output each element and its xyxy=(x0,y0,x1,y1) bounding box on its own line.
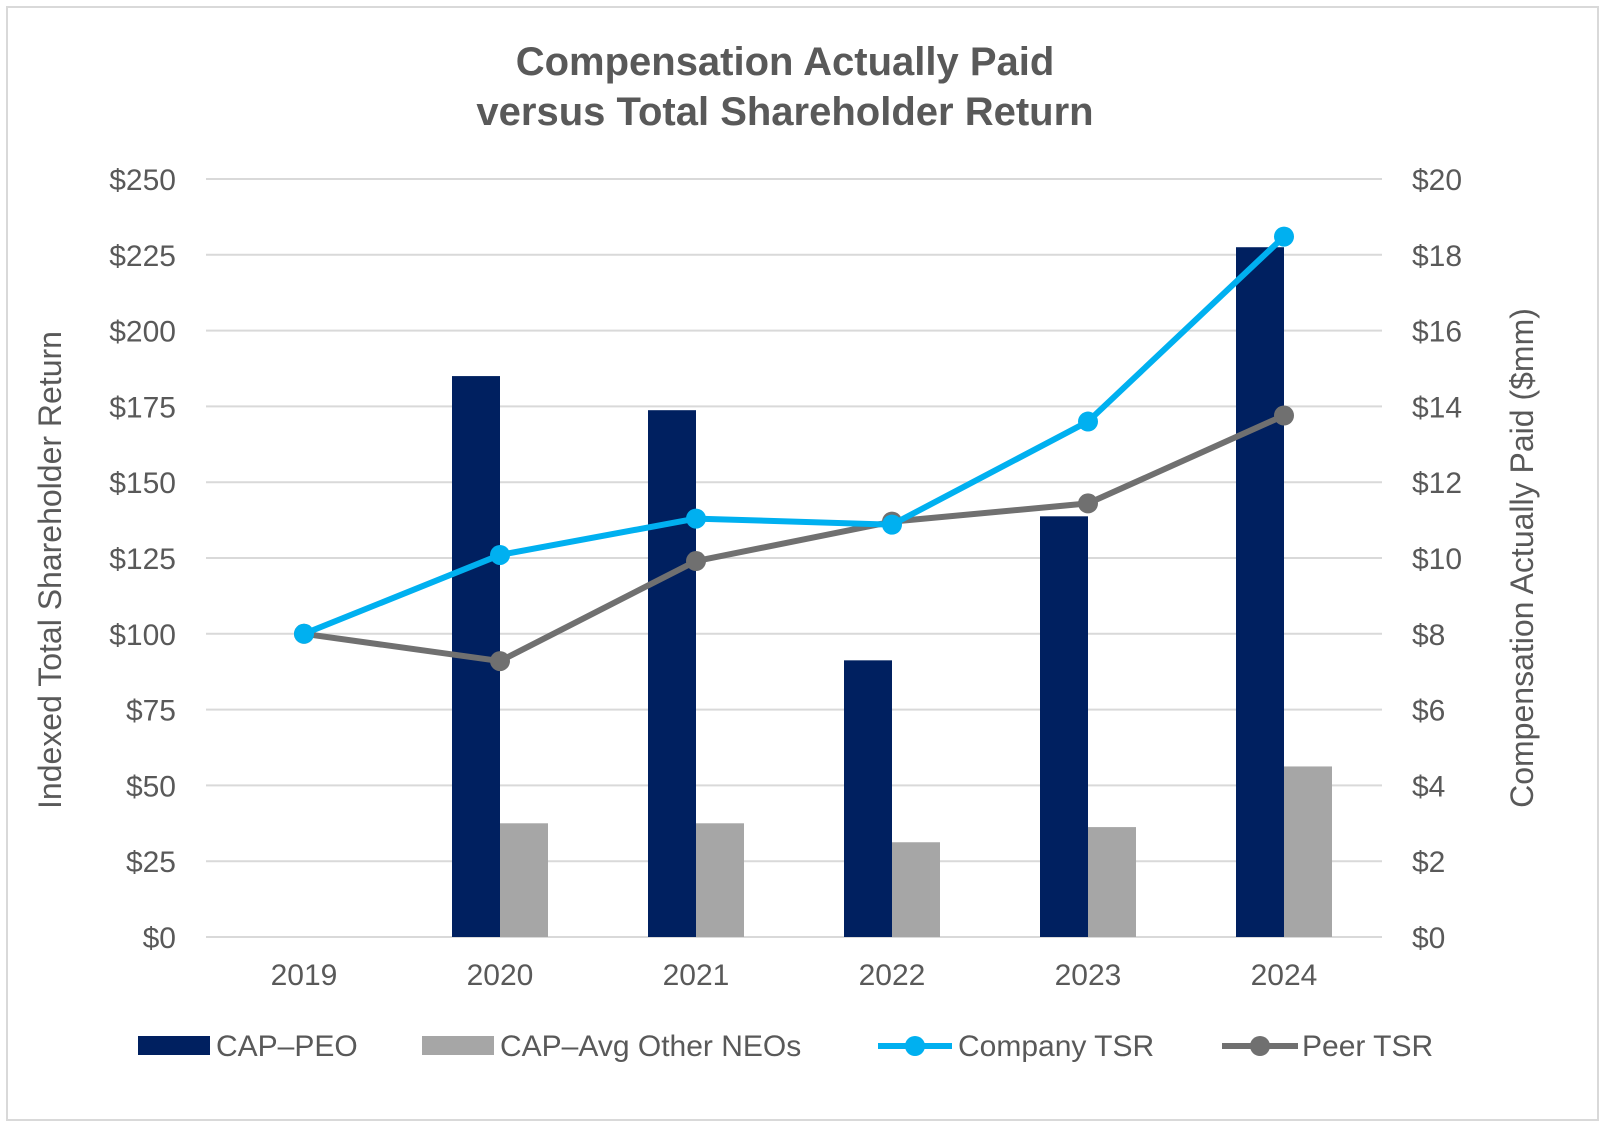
line-company-tsr xyxy=(302,234,1287,637)
bars xyxy=(452,247,1332,938)
right-tick-label: $8 xyxy=(1412,619,1445,652)
left-tick-label: $225 xyxy=(109,240,176,273)
right-tick-label: $20 xyxy=(1412,164,1462,197)
left-tick-label: $100 xyxy=(109,619,176,652)
x-tick-label: 2019 xyxy=(271,959,338,992)
right-tick-label: $12 xyxy=(1412,467,1462,500)
x-tick-label: 2022 xyxy=(859,959,926,992)
x-axis-ticks: 2019 2020 2021 2022 2023 2024 xyxy=(271,959,1318,992)
legend-label-cap-peo: CAP–PEO xyxy=(216,1030,358,1063)
legend-swatch-cap-avg-other-neos xyxy=(422,1036,494,1055)
left-tick-label: $50 xyxy=(126,770,176,803)
legend-label-cap-avg-other-neos: CAP–Avg Other NEOs xyxy=(500,1030,801,1063)
left-tick-label: $25 xyxy=(126,846,176,879)
line-peer-tsr xyxy=(303,412,1286,665)
right-tick-label: $10 xyxy=(1412,543,1462,576)
bar-cap-avg-other-neos-2020 xyxy=(500,823,548,937)
bar-cap-peo-2024 xyxy=(1236,247,1284,938)
point-company-tsr-2021 xyxy=(686,508,706,529)
bar-cap-avg-other-neos-2021 xyxy=(696,823,744,937)
left-tick-label: $75 xyxy=(126,695,176,728)
left-tick-label: $150 xyxy=(109,467,176,500)
x-tick-label: 2023 xyxy=(1055,959,1122,992)
left-tick-label: $125 xyxy=(109,543,176,576)
point-peer-tsr-2021 xyxy=(686,551,706,572)
right-axis-title: Compensation Actually Paid ($mm) xyxy=(1504,308,1540,808)
x-tick-label: 2021 xyxy=(663,959,730,992)
gridlines xyxy=(206,178,1382,938)
point-company-tsr-2023 xyxy=(1078,411,1098,432)
bar-cap-peo-2021 xyxy=(648,410,696,937)
legend: CAP–PEO CAP–Avg Other NEOs Company TSR P… xyxy=(138,1030,1433,1063)
x-tick-label: 2024 xyxy=(1251,959,1318,992)
bar-cap-peo-2023 xyxy=(1040,516,1088,937)
left-tick-label: $0 xyxy=(143,922,176,955)
legend-label-company-tsr: Company TSR xyxy=(958,1030,1154,1063)
right-tick-label: $18 xyxy=(1412,240,1462,273)
point-peer-tsr-2020 xyxy=(490,651,510,672)
right-tick-label: $2 xyxy=(1412,846,1445,879)
left-tick-label: $175 xyxy=(109,391,176,424)
lines xyxy=(294,226,1294,672)
right-tick-label: $16 xyxy=(1412,316,1462,349)
bar-cap-peo-2022 xyxy=(844,660,892,937)
right-tick-label: $4 xyxy=(1412,770,1445,803)
chart-frame: Compensation Actually Paid versus Total … xyxy=(6,6,1599,1121)
point-peer-tsr-2024 xyxy=(1274,405,1294,426)
legend-label-peer-tsr: Peer TSR xyxy=(1302,1030,1433,1063)
point-company-tsr-2020 xyxy=(490,544,510,565)
point-peer-tsr-2023 xyxy=(1078,493,1098,514)
bar-cap-avg-other-neos-2022 xyxy=(892,842,940,937)
legend-swatch-cap-peo xyxy=(138,1036,210,1055)
chart-title-line-1: Compensation Actually Paid xyxy=(516,40,1055,84)
left-tick-label: $200 xyxy=(109,316,176,349)
point-company-tsr-2022 xyxy=(882,514,902,535)
chart-title-line-2: versus Total Shareholder Return xyxy=(476,90,1093,134)
left-axis-title: Indexed Total Shareholder Return xyxy=(32,331,68,809)
x-tick-label: 2020 xyxy=(467,959,534,992)
bar-cap-avg-other-neos-2023 xyxy=(1088,827,1136,937)
legend-marker-peer-tsr xyxy=(1250,1036,1270,1056)
right-tick-label: $0 xyxy=(1412,922,1445,955)
left-axis-ticks: $0 $25 $50 $75 $100 $125 $150 $175 $200 $225 $250 xyxy=(109,164,176,955)
legend-marker-company-tsr xyxy=(905,1036,925,1056)
right-axis-ticks: $0 $2 $4 $6 $8 $10 $12 $14 $16 $18 $20 xyxy=(1412,164,1462,955)
chart-svg: Compensation Actually Paid versus Total … xyxy=(32,40,1540,1063)
point-company-tsr-2024 xyxy=(1274,226,1294,247)
point-company-tsr-2019 xyxy=(294,623,314,644)
right-tick-label: $14 xyxy=(1412,391,1462,424)
right-tick-label: $6 xyxy=(1412,695,1445,728)
bar-cap-avg-other-neos-2024 xyxy=(1284,766,1332,937)
left-tick-label: $250 xyxy=(109,164,176,197)
